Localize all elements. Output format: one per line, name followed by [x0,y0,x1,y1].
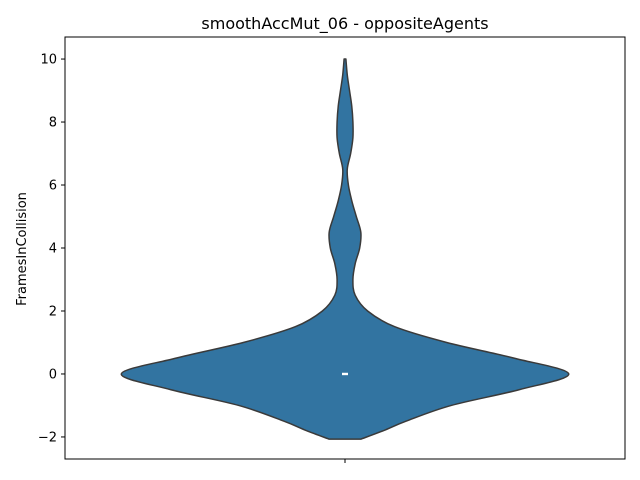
median-marker [342,372,348,376]
axes: −2 0 2 4 6 8 10 [38,36,626,463]
y-tick-label: 2 [49,304,57,319]
y-tick-label: 10 [40,53,57,68]
y-tick-label: 6 [49,179,57,194]
y-tick-label: 4 [49,242,57,257]
violin-body [120,58,570,440]
y-axis-label: FramesInCollision [15,192,30,306]
y-tick-label: −2 [38,430,57,445]
plot-area [120,58,570,440]
chart-title: smoothAccMut_06 - oppositeAgents [201,14,488,34]
y-tick-label: 8 [49,116,57,131]
y-tick-label: 0 [49,367,57,382]
